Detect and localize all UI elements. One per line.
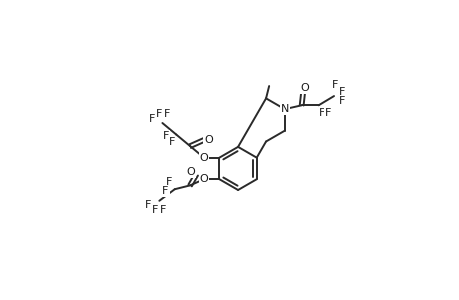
Text: F: F (160, 205, 166, 215)
Text: F: F (332, 80, 338, 90)
Text: F: F (338, 96, 344, 106)
Text: F: F (152, 205, 158, 215)
Text: F: F (324, 108, 330, 118)
Text: O: O (300, 83, 308, 93)
Text: O: O (204, 135, 213, 145)
Text: N: N (280, 104, 288, 114)
Text: F: F (338, 87, 344, 97)
Text: F: F (162, 186, 168, 196)
Text: F: F (168, 137, 174, 147)
Text: O: O (199, 174, 208, 184)
Text: F: F (163, 109, 170, 119)
Text: F: F (165, 176, 171, 187)
Text: O: O (186, 167, 195, 177)
Text: O: O (199, 153, 208, 163)
Text: F: F (145, 200, 151, 210)
Text: F: F (148, 114, 155, 124)
Text: F: F (318, 108, 324, 118)
Text: F: F (156, 109, 162, 119)
Text: F: F (163, 131, 169, 141)
